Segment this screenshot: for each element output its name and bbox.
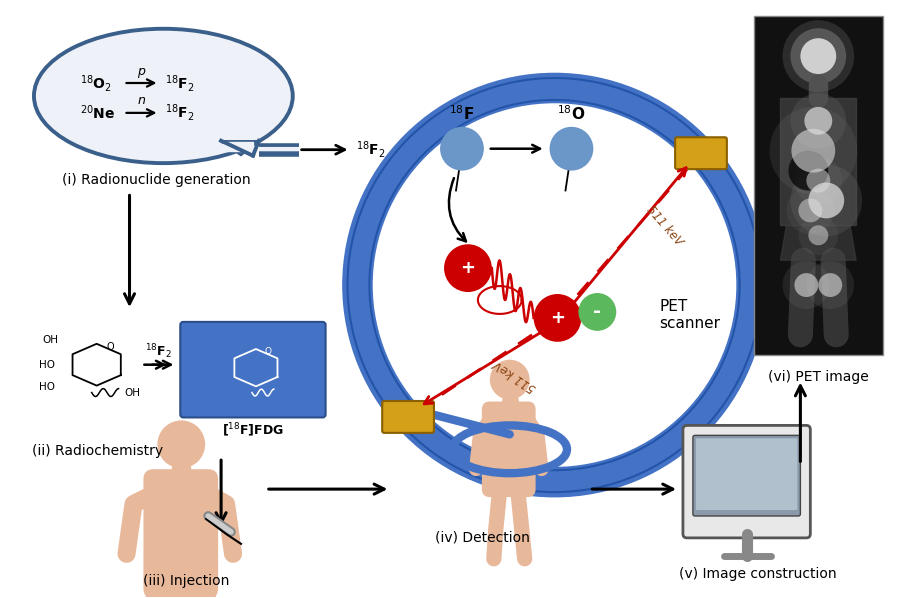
Text: OH: OH [210,341,225,350]
Circle shape [783,261,830,309]
Text: $^{18}$O$_2$: $^{18}$O$_2$ [80,72,112,93]
Text: 511 keV: 511 keV [491,356,538,394]
Text: O: O [265,347,272,356]
Circle shape [794,273,818,297]
Text: $^{18}$F$_2$: $^{18}$F$_2$ [145,343,172,361]
FancyBboxPatch shape [180,322,325,417]
Ellipse shape [34,29,293,163]
Text: (v) Image construction: (v) Image construction [679,567,836,581]
Text: HO: HO [206,365,220,374]
Circle shape [791,93,846,149]
Text: (ii) Radiochemistry: (ii) Radiochemistry [32,444,163,458]
FancyBboxPatch shape [482,401,535,497]
Text: HO: HO [206,385,220,394]
Circle shape [770,107,857,194]
Text: $^{18}$F$_2$: $^{18}$F$_2$ [165,102,195,123]
FancyBboxPatch shape [144,469,218,598]
Polygon shape [781,225,856,260]
Text: HO: HO [39,359,55,370]
Circle shape [550,127,594,170]
Polygon shape [781,98,856,225]
Text: (iv) Detection: (iv) Detection [435,531,530,545]
Circle shape [798,199,823,222]
Circle shape [445,244,492,292]
Circle shape [157,420,205,468]
Polygon shape [223,142,253,151]
Circle shape [786,187,834,234]
Circle shape [818,273,843,297]
Circle shape [808,182,844,218]
Text: $^{20}$Ne: $^{20}$Ne [80,103,115,122]
Text: [$^{18}$F]FDG: [$^{18}$F]FDG [222,422,284,439]
Text: $^{18}$F: $^{18}$F [256,407,272,420]
Text: PET
scanner: PET scanner [659,299,720,331]
Text: $^{18}$F: $^{18}$F [449,105,474,123]
FancyBboxPatch shape [683,425,810,538]
Text: 511 keV: 511 keV [644,203,685,248]
Text: (iii) Injection: (iii) Injection [144,573,230,588]
Circle shape [578,293,616,331]
Circle shape [806,261,854,309]
Circle shape [806,169,830,193]
Text: O: O [106,342,115,352]
FancyBboxPatch shape [754,16,883,355]
Circle shape [791,28,846,84]
FancyBboxPatch shape [382,401,434,433]
FancyBboxPatch shape [696,438,797,510]
Circle shape [808,225,828,245]
Circle shape [534,294,582,342]
Text: +: + [461,259,475,277]
Circle shape [490,360,530,399]
Text: -: - [594,303,602,322]
Circle shape [788,151,828,191]
Circle shape [791,164,862,236]
Polygon shape [219,141,259,155]
FancyBboxPatch shape [693,435,801,516]
Circle shape [798,215,838,255]
Text: OH: OH [280,388,294,397]
Circle shape [794,157,843,205]
Text: $^{18}$F$_2$: $^{18}$F$_2$ [356,139,386,160]
Text: $^{18}$O: $^{18}$O [557,105,585,123]
Text: $^{18}$F$_2$: $^{18}$F$_2$ [165,72,195,93]
Text: HO: HO [39,382,55,392]
Text: OH: OH [43,335,59,345]
Circle shape [783,20,854,92]
Text: OH: OH [125,388,141,398]
Text: n: n [137,94,145,108]
Text: (i) Radionuclide generation: (i) Radionuclide generation [62,173,251,187]
Text: (vi) PET image: (vi) PET image [768,370,869,384]
Circle shape [440,127,484,170]
FancyBboxPatch shape [675,138,727,169]
Text: +: + [550,309,565,327]
Text: p: p [137,65,145,78]
Circle shape [792,129,835,173]
Circle shape [801,38,836,74]
Circle shape [804,107,833,135]
